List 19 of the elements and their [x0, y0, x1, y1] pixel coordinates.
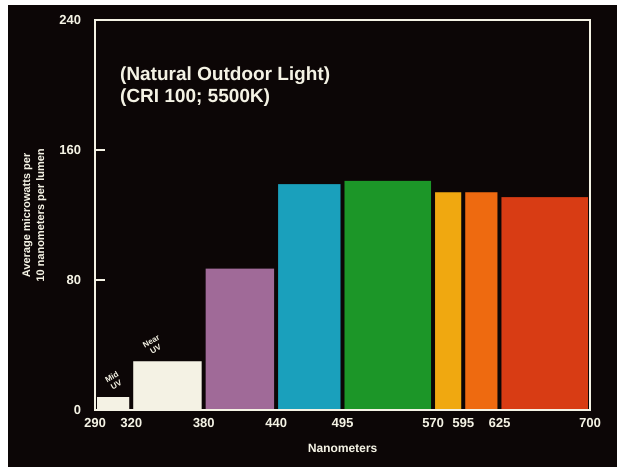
text: (CRI 100; 5500K): [120, 86, 270, 107]
x-tick-label: 440: [265, 415, 287, 430]
y-axis-title: Average microwatts per 10 nanometers per lumen: [21, 148, 47, 282]
annotation: Near UV: [141, 332, 164, 356]
x-tick-label: 570: [422, 415, 444, 430]
text: (Natural Outdoor Light): [120, 64, 330, 85]
x-tick-label: 495: [332, 415, 354, 430]
x-tick-label: 380: [192, 415, 215, 430]
x-tick-label: 595: [452, 415, 474, 430]
y-tick-label: 80: [66, 272, 81, 288]
x-tick-label: 700: [579, 415, 601, 430]
x-tick-label: 290: [84, 415, 106, 430]
y-tick-label: 160: [59, 142, 81, 158]
y-tick-label: 240: [59, 12, 81, 28]
annotation: Mid UV: [104, 369, 124, 392]
y-tick-label: 0: [74, 402, 81, 418]
x-tick-label: 320: [120, 415, 142, 430]
x-axis-title: Nanometers: [308, 441, 378, 455]
x-tick-label: 625: [488, 415, 510, 430]
